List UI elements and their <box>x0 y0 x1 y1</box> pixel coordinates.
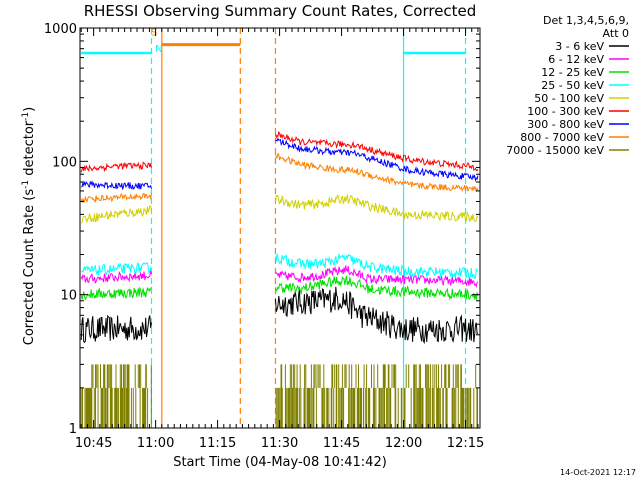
series-line <box>80 261 152 277</box>
x-tick-label: 11:00 <box>137 436 174 451</box>
x-tick-label: 11:45 <box>323 436 360 451</box>
series-line <box>275 253 479 280</box>
y-tick-label: 10 <box>60 289 77 304</box>
y-label-part: ) <box>22 107 37 112</box>
series-line <box>80 270 152 284</box>
series-line <box>80 205 152 224</box>
x-tick-label: 12:15 <box>447 436 484 451</box>
series-line <box>275 265 479 289</box>
series-line <box>275 364 478 428</box>
render-timestamp: 14-Oct-2021 12:17 <box>560 468 636 477</box>
legend-entry-label: 300 - 800 keV <box>527 118 604 131</box>
series-line <box>275 275 479 301</box>
chart-title: RHESSI Observing Summary Count Rates, Co… <box>84 2 477 20</box>
series-line <box>275 137 479 183</box>
flag-letter: S <box>151 27 157 38</box>
series-line <box>275 286 479 345</box>
flag-letter: N <box>155 44 162 55</box>
series-line <box>80 180 152 191</box>
x-tick-label: 12:00 <box>385 436 422 451</box>
y-label-sup: -1 <box>21 180 31 189</box>
y-label-part: detector <box>22 120 37 180</box>
series-line <box>275 130 479 172</box>
y-label-sup: -1 <box>21 112 31 121</box>
series-line <box>275 152 479 192</box>
legend-entry-label: 7000 - 15000 keV <box>506 144 604 157</box>
legend-entry-label: 6 - 12 keV <box>548 53 604 66</box>
series-line <box>80 161 152 173</box>
legend-header-detectors: Det 1,3,4,5,6,9, <box>543 14 629 27</box>
plot-data: SN <box>80 27 479 428</box>
legend-entry-label: 12 - 25 keV <box>541 66 604 79</box>
legend-header-attenuator: Att 0 <box>603 27 629 40</box>
series-line <box>80 192 152 204</box>
series-line <box>80 364 152 428</box>
legend-entry-label: 50 - 100 keV <box>534 92 604 105</box>
legend-entry-label: 100 - 300 keV <box>527 105 604 118</box>
y-tick-label: 100 <box>52 155 77 170</box>
x-tick-label: 10:45 <box>75 436 112 451</box>
y-axis: 1 10 100 1000 <box>44 22 480 437</box>
legend-entry-label: 800 - 7000 keV <box>520 131 604 144</box>
y-tick-label: 1 <box>69 422 77 437</box>
legend-entry-label: 3 - 6 keV <box>555 40 604 53</box>
x-tick-label: 11:30 <box>261 436 298 451</box>
x-axis-label: Start Time (04-May-08 10:41:42) <box>173 455 387 470</box>
y-tick-label: 1000 <box>44 22 77 37</box>
legend-entry-label: 25 - 50 keV <box>541 79 604 92</box>
x-axis: 10:45 11:00 11:15 11:30 11:45 12:00 12:15 <box>75 28 484 451</box>
series-line <box>80 286 152 301</box>
x-tick-label: 11:15 <box>199 436 236 451</box>
series-line <box>275 194 479 223</box>
y-axis-label: Corrected Count Rate (s-1 detector-1) <box>21 107 37 345</box>
y-label-part: Corrected Count Rate (s <box>22 189 37 346</box>
series-line <box>80 314 152 344</box>
